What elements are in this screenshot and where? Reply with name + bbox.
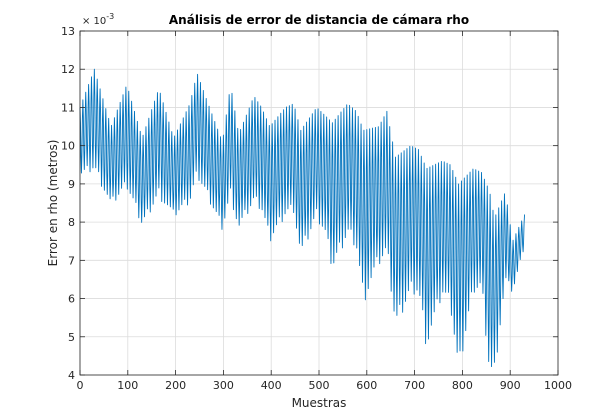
y-tick-label: 6 <box>68 293 75 306</box>
x-tick-label: 700 <box>404 379 425 392</box>
x-axis-label: Muestras <box>292 396 347 410</box>
x-tick-label: 300 <box>213 379 234 392</box>
ticks-group <box>79 30 559 376</box>
x-tick-label: 500 <box>309 379 330 392</box>
x-tick-label: 1000 <box>544 379 572 392</box>
x-tick-label: 100 <box>117 379 138 392</box>
x-tick-label: 900 <box>500 379 521 392</box>
y-exponent-power: -3 <box>106 12 114 21</box>
y-tick-label: 8 <box>68 216 75 229</box>
tick-labels-group: 0 100 200 300 400 500 600 700 800 900 1000 4 5 6 7 8 9 10… <box>61 25 572 392</box>
x-tick-label: 200 <box>165 379 186 392</box>
y-exponent-label: × 10-3 <box>82 12 114 27</box>
y-tick-label: 5 <box>68 331 75 344</box>
x-tick-label: 0 <box>77 379 84 392</box>
chart-title: Análisis de error de distancia de cámara… <box>169 13 469 27</box>
y-tick-label: 10 <box>61 140 75 153</box>
y-exponent-base: × 10 <box>82 16 106 27</box>
y-tick-label: 9 <box>68 178 75 191</box>
series-line <box>79 68 525 368</box>
x-tick-label: 600 <box>356 379 377 392</box>
series-group <box>79 68 525 368</box>
y-tick-label: 12 <box>61 63 75 76</box>
x-tick-label: 800 <box>452 379 473 392</box>
y-axis-label: Error en rho (metros) <box>46 140 60 267</box>
x-tick-label: 400 <box>261 379 282 392</box>
y-tick-label: 13 <box>61 25 75 38</box>
y-tick-label: 7 <box>68 254 75 267</box>
y-tick-label: 4 <box>68 369 75 382</box>
y-tick-label: 11 <box>61 101 75 114</box>
